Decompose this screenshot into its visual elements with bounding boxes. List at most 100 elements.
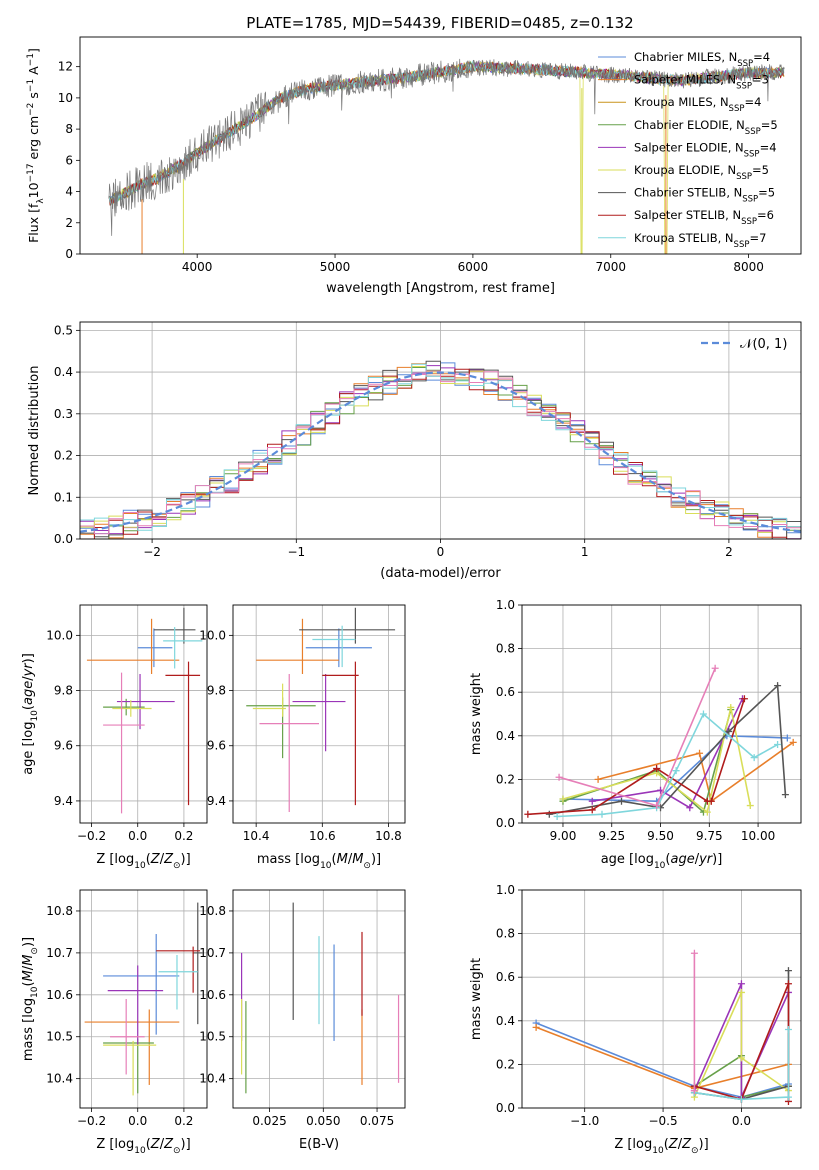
x-axis-label: Z [log10(Z/Z⊙)] <box>96 1137 190 1156</box>
axes-frame <box>521 604 802 824</box>
tick-label-y: 9.8 <box>207 684 226 698</box>
x-axis-label: (data-model)/error <box>380 566 501 581</box>
tick-label-y: 10.5 <box>199 1030 226 1044</box>
tick-label-y: 10.6 <box>199 988 226 1002</box>
weight-series-line <box>562 734 788 803</box>
legend-subscript: SSP <box>736 82 752 92</box>
model-spectrum-line <box>108 60 785 254</box>
axes-frame <box>232 604 406 824</box>
weight-marker <box>690 949 698 957</box>
tick-label-x: 1 <box>581 545 589 559</box>
weight-marker <box>737 980 745 988</box>
legend-entry: Kroupa ELODIE, NSSP=5 <box>634 163 769 182</box>
mass-age-panel: 10.4 10.6 10.8 9.4 9.6 9.8 10.0 mass [log10(M/M… <box>199 604 406 871</box>
weight-marker <box>737 1095 745 1103</box>
tick-label-x: 10.4 <box>243 829 270 843</box>
weight-marker <box>653 765 661 772</box>
legend-tail: =6 <box>757 208 774 222</box>
tick-label-y: 0.8 <box>496 927 515 941</box>
weight-marker <box>750 754 758 762</box>
weight-series-line <box>535 1026 789 1090</box>
weight-marker <box>784 1093 792 1101</box>
tick-label-y: 0.2 <box>496 1057 515 1071</box>
tick-label-y: 0.6 <box>496 970 515 984</box>
y-axis-label: Normed distribution <box>27 366 42 496</box>
x-axis-label: E(B-V) <box>299 1137 339 1152</box>
tick-label-x: 2 <box>725 545 733 559</box>
normal-curve <box>79 371 802 533</box>
weight-marker <box>553 812 561 820</box>
tick-label-x: 0.2 <box>174 1114 193 1128</box>
tick-label-y: 0.6 <box>496 685 515 699</box>
legend-subscript: SSP <box>734 240 750 250</box>
legend-subscript: SSP <box>737 59 753 69</box>
weight-marker <box>725 727 733 735</box>
tick-label-x: −2 <box>143 545 161 559</box>
axes-frame <box>79 321 802 540</box>
Z-age-panel: −0.2 0.0 0.2 9.4 9.6 9.8 10.0 Z [log10(Z/Z⊙)] ag… <box>21 604 208 871</box>
tick-label-x: 10.8 <box>375 829 402 843</box>
tick-label-x: 4000 <box>182 260 213 274</box>
weight-marker <box>737 988 745 996</box>
tick-label-y: 0 <box>65 247 73 261</box>
tick-label-y: 9.4 <box>54 794 73 808</box>
weight-series-line <box>693 992 789 1098</box>
tick-label-y: 0.2 <box>496 772 515 786</box>
tick-label-x: 7000 <box>595 260 626 274</box>
weight-series-line <box>562 709 732 814</box>
tick-label-y: 9.8 <box>54 684 73 698</box>
weight-marker <box>588 806 596 814</box>
weight-marker <box>686 804 694 812</box>
tick-label-y: 10.8 <box>46 904 73 918</box>
legend-entry: Salpeter ELODIE, NSSP=4 <box>634 140 777 159</box>
tick-label-y: 9.6 <box>54 739 73 753</box>
weight-marker <box>740 695 748 703</box>
tick-label-y: 1.0 <box>496 883 515 897</box>
tick-label-y: 0.2 <box>54 449 73 463</box>
tick-label-x: 0.0 <box>128 829 147 843</box>
legend-tail: =5 <box>752 163 769 177</box>
weight-marker <box>618 797 626 805</box>
weight-marker <box>789 738 797 746</box>
legend-tail: =5 <box>761 118 778 132</box>
tick-label-x: 0 <box>437 545 445 559</box>
tick-label-y: 10.7 <box>46 946 73 960</box>
tick-label-x: 6000 <box>458 260 489 274</box>
tick-label-y: 10.4 <box>199 1072 226 1086</box>
weight-series-line <box>597 741 794 803</box>
weight-marker <box>555 773 563 781</box>
tick-label-y: 10 <box>58 91 73 105</box>
weight-marker <box>588 797 596 805</box>
legend-subscript: SSP <box>742 195 758 205</box>
tick-label-x: 10.6 <box>309 829 336 843</box>
tick-label-y: 0.1 <box>54 490 73 504</box>
weight-marker <box>781 791 789 799</box>
y-axis-label: mass [log10(M/M⊙)] <box>21 937 40 1061</box>
tick-label-y: 9.6 <box>207 739 226 753</box>
age-weight-panel: 9.00 9.25 9.50 9.75 10.00 0.0 0.2 0.4 0.6 0.8 1.0 a… <box>469 598 802 871</box>
tick-label-y: 4 <box>65 185 73 199</box>
tick-label-y: 0.4 <box>54 365 73 379</box>
weight-marker <box>653 802 661 810</box>
tick-label-y: 0.3 <box>54 407 73 421</box>
legend-entry: Kroupa MILES, NSSP=4 <box>634 95 761 114</box>
legend-entry: Chabrier MILES, NSSP=4 <box>634 50 770 69</box>
tick-label-x: −1.0 <box>570 1114 599 1128</box>
legend-entry: Kroupa STELIB, NSSP=7 <box>634 231 766 250</box>
weight-series-line <box>562 707 752 814</box>
x-axis-label: age [log10(age/yr)] <box>601 852 723 871</box>
legend-tail: =3 <box>752 73 769 87</box>
x-axis-label: mass [log10(M/M⊙)] <box>257 852 381 871</box>
legend-subscript: SSP <box>741 217 757 227</box>
residuals-panel: −2 −1 0 1 2 0.0 0.1 0.2 0.3 0.4 0.5 (data-model)/er… <box>27 321 802 581</box>
axes-frame <box>79 604 208 824</box>
weight-series-line <box>694 1029 790 1101</box>
tick-label-y: 0.5 <box>54 323 73 337</box>
legend-entry: 𝒩(0, 1) <box>740 337 787 352</box>
weight-series-line <box>549 683 787 816</box>
weight-marker <box>690 1087 698 1095</box>
legend-tail: =4 <box>753 50 770 64</box>
weight-marker <box>524 810 532 818</box>
tick-label-y: 10.6 <box>46 988 73 1002</box>
